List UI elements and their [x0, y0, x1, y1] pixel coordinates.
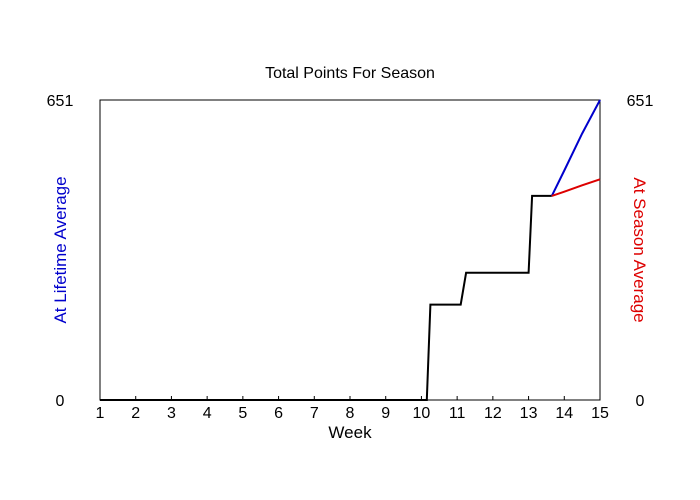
x-tick-label: 8 — [346, 405, 355, 422]
chart-title: Total Points For Season — [265, 65, 435, 82]
x-tick-label: 4 — [203, 405, 212, 422]
y-axis-ticks: 0 0 651 651 — [47, 93, 654, 410]
y-tick-label-right: 651 — [627, 93, 654, 110]
x-tick-label: 15 — [591, 405, 609, 422]
x-axis-label: Week — [328, 423, 372, 442]
x-axis-ticks: 1 2 3 4 5 6 7 8 9 10 11 12 13 14 15 — [96, 396, 609, 422]
x-tick-label: 11 — [449, 405, 466, 422]
plot-frame — [99, 99, 601, 401]
x-tick-label: 7 — [310, 405, 319, 422]
series-line-actual — [100, 194, 552, 401]
x-tick-label: 14 — [555, 405, 573, 422]
y-tick-label-right: 0 — [636, 393, 645, 410]
series-line-season — [551, 178, 601, 197]
plot-border — [99, 99, 601, 401]
x-tick-label: 3 — [167, 405, 176, 422]
y-tick-label-left: 651 — [47, 93, 74, 110]
x-tick-label: 1 — [96, 405, 105, 422]
x-tick-label: 13 — [520, 405, 538, 422]
series-layer — [100, 99, 601, 401]
x-tick-label: 5 — [238, 405, 247, 422]
x-tick-label: 10 — [413, 405, 431, 422]
y-axis-label-right: At Season Average — [630, 177, 649, 322]
series-line-lifetime — [550, 99, 601, 197]
x-tick-label: 9 — [381, 405, 390, 422]
x-tick-label: 12 — [484, 405, 502, 422]
x-tick-label: 6 — [274, 405, 283, 422]
y-axis-label-left: At Lifetime Average — [51, 176, 70, 323]
x-tick-label: 2 — [131, 405, 140, 422]
y-tick-label-left: 0 — [56, 393, 65, 410]
